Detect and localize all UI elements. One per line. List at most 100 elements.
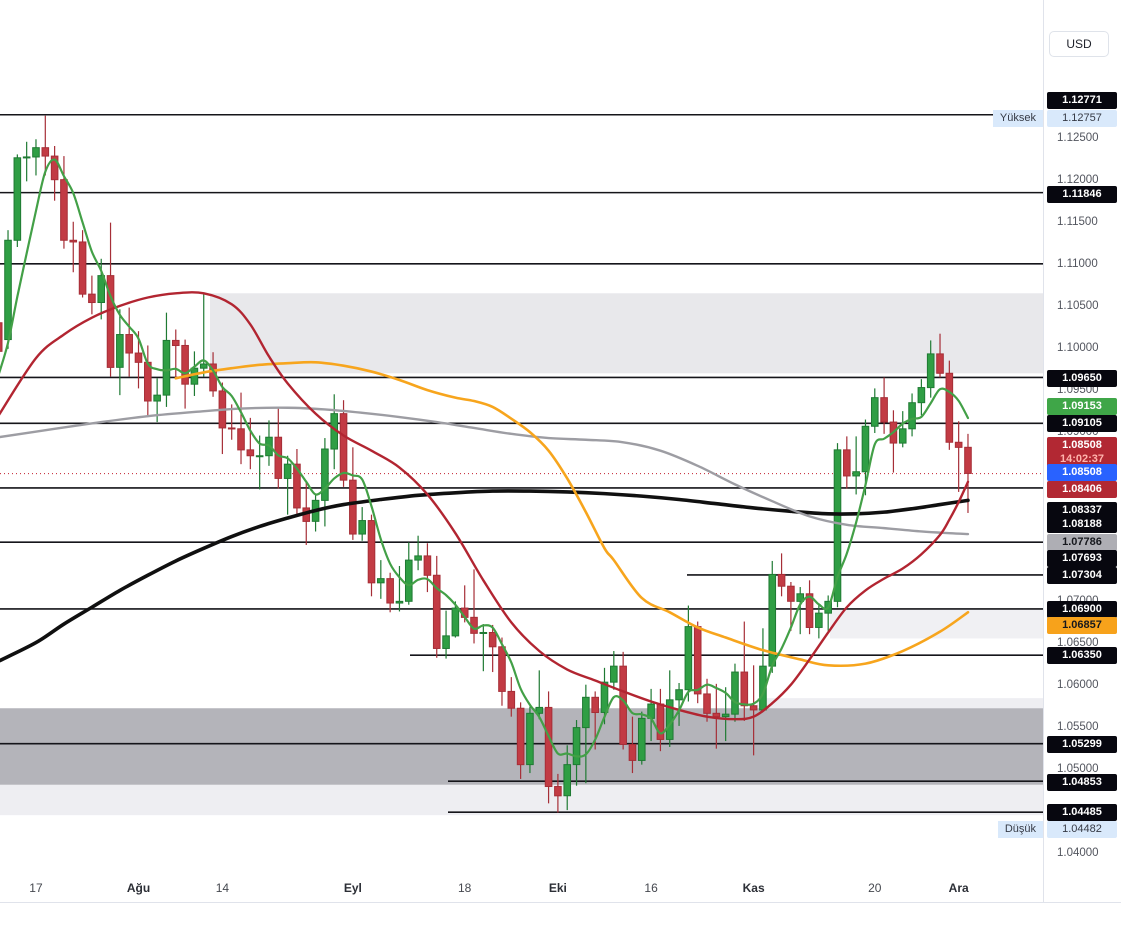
price-tick-label: 1.10500 xyxy=(1057,299,1099,312)
candle-body xyxy=(777,573,786,587)
candle-body xyxy=(367,520,376,584)
price-tick-label: 1.10000 xyxy=(1057,342,1099,354)
candle-body xyxy=(358,520,366,535)
candle-body xyxy=(432,574,441,649)
shaded-zone xyxy=(757,698,1043,709)
candle-body xyxy=(908,402,916,430)
price-tick-label: 1.04000 xyxy=(1057,847,1099,860)
price-axis[interactable]: 1.12500 1.12000 1.11500 1.11000 1.10500 1.100… xyxy=(1043,0,1121,902)
price-badge-level: 1.07304 xyxy=(1047,566,1117,584)
candle-body xyxy=(787,585,795,602)
candle-body xyxy=(423,555,432,576)
candle-body xyxy=(526,712,534,766)
candle-body xyxy=(97,275,106,304)
candle-body xyxy=(293,463,301,509)
candle-body xyxy=(703,693,711,714)
price-tick-label: 1.11500 xyxy=(1057,215,1098,228)
candle-body xyxy=(945,372,954,443)
price-badge-level: 1.06350 xyxy=(1047,646,1117,664)
shaded-zone xyxy=(210,293,1043,374)
candle-body xyxy=(600,681,609,713)
candle-body xyxy=(693,626,702,695)
candle-body xyxy=(377,578,385,584)
candle-body xyxy=(32,147,40,158)
candle-body xyxy=(78,241,87,295)
candle-body xyxy=(637,717,646,761)
candle-body xyxy=(227,427,236,430)
price-tick-label: 1.09500 xyxy=(1057,384,1099,397)
candle-body xyxy=(507,690,516,709)
time-axis-label: 18 xyxy=(458,881,472,895)
candle-body xyxy=(13,157,22,241)
candle-body xyxy=(283,463,292,479)
ma-black-line xyxy=(0,489,970,663)
price-badge-countdown: 1.08508 14:02:37 xyxy=(1047,437,1117,468)
candle-body xyxy=(880,397,888,423)
candle-body xyxy=(926,353,935,389)
candle-body xyxy=(684,626,693,691)
candle-body xyxy=(50,155,59,181)
candlestick-chart[interactable] xyxy=(0,0,1043,868)
price-badge-level: 1.04485 xyxy=(1047,803,1117,821)
candle-body xyxy=(954,441,963,448)
candle-body xyxy=(731,671,739,715)
candle-body xyxy=(675,689,683,701)
candle-body xyxy=(749,705,758,711)
candle-body xyxy=(246,449,255,457)
time-axis-label: 17 xyxy=(29,881,43,895)
candle-body xyxy=(106,275,115,368)
candle-body xyxy=(0,322,3,352)
price-badge-level: 1.09105 xyxy=(1047,414,1117,432)
candle-body xyxy=(116,334,124,368)
time-axis-label: Ağu xyxy=(126,881,151,895)
price-tick-label: 1.05000 xyxy=(1057,762,1099,775)
candle-body xyxy=(870,397,879,427)
time-axis[interactable]: 17 Ağu 14 Eyl 18 Eki 16 Kas 20 Ara xyxy=(0,868,1043,902)
candle-body xyxy=(237,428,245,451)
candle-body xyxy=(740,671,749,707)
candle-body xyxy=(554,786,562,797)
chart-plot-area[interactable]: Yüksek Düşük xyxy=(0,0,1043,868)
candle-body xyxy=(843,449,851,477)
price-badge-level: 1.05299 xyxy=(1047,735,1117,753)
time-axis-label: 14 xyxy=(215,881,230,895)
time-axis-label: 20 xyxy=(868,881,882,895)
candle-body xyxy=(451,607,460,637)
currency-toggle-button[interactable]: USD xyxy=(1049,31,1109,57)
candle-body xyxy=(442,635,450,649)
candle-body xyxy=(917,387,926,404)
candle-body xyxy=(144,361,152,402)
candle-body xyxy=(712,712,721,718)
price-badge-level: 1.08337 xyxy=(1047,501,1117,519)
visible-high-value-badge: 1.12757 xyxy=(1047,109,1117,127)
price-badge-ma-red: 1.08406 xyxy=(1047,480,1117,498)
price-badge-level: 1.09650 xyxy=(1047,369,1117,387)
price-tick-label: 1.06500 xyxy=(1057,636,1099,649)
price-badge-level: 1.04853 xyxy=(1047,773,1117,791)
candle-body xyxy=(488,631,497,648)
candle-body xyxy=(395,600,404,604)
price-badge-level: 1.11846 xyxy=(1047,185,1117,203)
candle-body xyxy=(181,344,189,385)
price-tick-label: 1.12500 xyxy=(1057,131,1099,144)
candle-body xyxy=(721,713,730,718)
candle-body xyxy=(60,179,68,241)
price-badge-last: 1.08508 xyxy=(1047,463,1117,481)
candle-body xyxy=(572,727,581,766)
candle-body xyxy=(171,339,180,347)
price-tick-label: 1.05500 xyxy=(1057,720,1099,733)
candle-body xyxy=(805,593,814,628)
ma-green-line xyxy=(0,158,970,758)
visible-low-value-badge: 1.04482 xyxy=(1047,820,1117,838)
candle-body xyxy=(274,436,283,479)
candle-body xyxy=(404,559,413,602)
candle-body xyxy=(898,428,907,444)
price-badge-level: 1.08188 xyxy=(1047,515,1117,533)
candle-body xyxy=(516,707,525,766)
price-tick-label: 1.06000 xyxy=(1057,678,1099,691)
candle-body xyxy=(861,425,870,473)
candle-body xyxy=(796,593,805,602)
price-badge-level: 1.12771 xyxy=(1047,91,1117,109)
candle-body xyxy=(479,631,488,634)
time-axis-label: 16 xyxy=(644,881,658,895)
